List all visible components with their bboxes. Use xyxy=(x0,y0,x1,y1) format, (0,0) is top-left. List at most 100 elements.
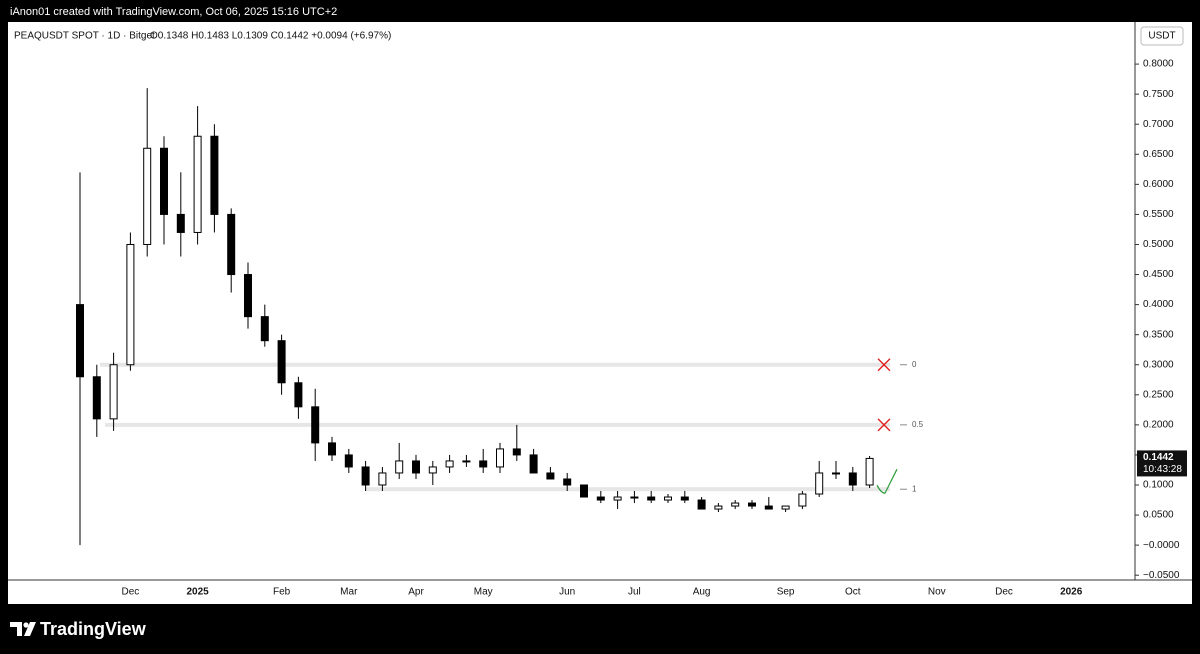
y-tick-label: −0.0500 xyxy=(1143,570,1180,581)
candle-body xyxy=(680,496,689,501)
symbol: PEAQUSDT SPOT · 1D · Bitget xyxy=(14,31,155,42)
chart-area xyxy=(8,22,1192,604)
y-tick-label: 0.6500 xyxy=(1143,149,1174,160)
candle-body xyxy=(277,340,286,384)
candle-body xyxy=(176,213,185,233)
currency-box xyxy=(1140,26,1184,46)
candle-body xyxy=(143,147,152,245)
candle-body xyxy=(260,316,269,342)
x-tick-label: Dec xyxy=(122,587,140,598)
brand: TradingView xyxy=(40,619,147,639)
x-tick-label: Aug xyxy=(693,587,711,598)
candle-body xyxy=(311,406,320,444)
level-line xyxy=(365,487,890,492)
y-tick-label: 0.0500 xyxy=(1143,510,1174,521)
candle-body xyxy=(580,484,588,498)
candle-body xyxy=(109,364,118,420)
candle-body xyxy=(832,472,840,475)
candle-body xyxy=(496,448,504,468)
y-tick-label: 0.2500 xyxy=(1143,389,1174,400)
candle-body xyxy=(714,505,723,510)
logo xyxy=(10,622,36,636)
candle-body xyxy=(596,496,605,501)
candle-body xyxy=(764,505,773,510)
candle-body xyxy=(244,274,252,318)
level-line xyxy=(100,362,890,367)
x-tick-label: Jul xyxy=(628,587,641,598)
candle-body xyxy=(815,472,824,495)
level-line xyxy=(105,422,890,427)
candle-body xyxy=(748,502,756,507)
candle-body xyxy=(630,496,639,499)
candle-body xyxy=(512,448,521,456)
header: iAnon01 created with TradingView.com, Oc… xyxy=(10,6,337,18)
y-tick-label: 0.7000 xyxy=(1143,119,1174,130)
candle-body xyxy=(294,382,303,408)
candle-body xyxy=(328,442,336,456)
x-tick-label: Mar xyxy=(340,587,358,598)
ohlc: O0.1348 H0.1483 L0.1309 C0.1442 +0.0094 … xyxy=(150,31,391,42)
candle-body xyxy=(445,460,454,468)
candle-body xyxy=(210,135,219,215)
candle-body xyxy=(697,499,706,510)
candle-body xyxy=(781,505,790,510)
candle-body xyxy=(76,304,84,378)
candle-body xyxy=(92,376,101,420)
candle-body xyxy=(193,135,202,233)
candle-body xyxy=(664,496,672,501)
y-tick-label: 0.6000 xyxy=(1143,179,1174,190)
candle-body xyxy=(126,243,135,366)
y-tick-label: 0.5000 xyxy=(1143,239,1174,250)
x-tick-label: Sep xyxy=(777,587,795,598)
candle-body xyxy=(798,493,807,507)
x-tick-label: 2026 xyxy=(1060,587,1083,598)
x-tick-label: Apr xyxy=(408,587,424,598)
candle-body xyxy=(344,454,353,468)
candle-body xyxy=(848,472,857,486)
candle-body xyxy=(428,466,437,474)
x-mark xyxy=(877,358,891,372)
y-tick-label: 0.3000 xyxy=(1143,359,1174,370)
candle-body xyxy=(378,472,387,486)
y-tick-label: 0.2000 xyxy=(1143,420,1174,431)
y-tick-label: 0.3500 xyxy=(1143,329,1174,340)
check-mark xyxy=(876,468,898,494)
x-tick-label: May xyxy=(474,587,493,598)
candle-body xyxy=(563,478,572,486)
candle-body xyxy=(731,502,740,507)
candle-body xyxy=(160,147,168,215)
x-tick-label: Oct xyxy=(845,587,861,598)
y-tick-label: 0.4000 xyxy=(1143,299,1174,310)
y-tick-label: 0.5500 xyxy=(1143,209,1174,220)
x-tick-label: Dec xyxy=(995,587,1013,598)
candle-body xyxy=(412,460,420,474)
y-tick-label: 0.4500 xyxy=(1143,269,1174,280)
candle-body xyxy=(546,472,555,480)
candle-body xyxy=(361,466,370,486)
level-label: 1 xyxy=(912,484,917,493)
x-tick-label: Jun xyxy=(559,587,575,598)
y-tick-label: 0.8000 xyxy=(1143,59,1174,70)
x-tick-label: Feb xyxy=(273,587,291,598)
candle-body xyxy=(227,213,236,276)
x-tick-label: 2025 xyxy=(186,587,209,598)
y-tick-label: −0.0000 xyxy=(1143,540,1180,551)
x-tick-label: Nov xyxy=(928,587,946,598)
candle-body xyxy=(479,460,488,468)
x-mark xyxy=(877,418,891,432)
y-tick-label: 0.1000 xyxy=(1143,480,1174,491)
candle-body xyxy=(529,454,538,474)
currency: USDT xyxy=(1148,31,1175,42)
candle-body xyxy=(462,460,471,463)
y-tick-label: 0.7500 xyxy=(1143,89,1174,100)
candle-body xyxy=(613,496,622,501)
candle-body xyxy=(395,460,404,474)
level-label: 0.5 xyxy=(912,420,924,429)
last-price-box xyxy=(1137,450,1187,477)
candle-body xyxy=(865,457,874,486)
last-price: 0.1442 xyxy=(1143,452,1174,463)
level-label: 0 xyxy=(912,360,917,369)
candle-body xyxy=(647,496,656,501)
